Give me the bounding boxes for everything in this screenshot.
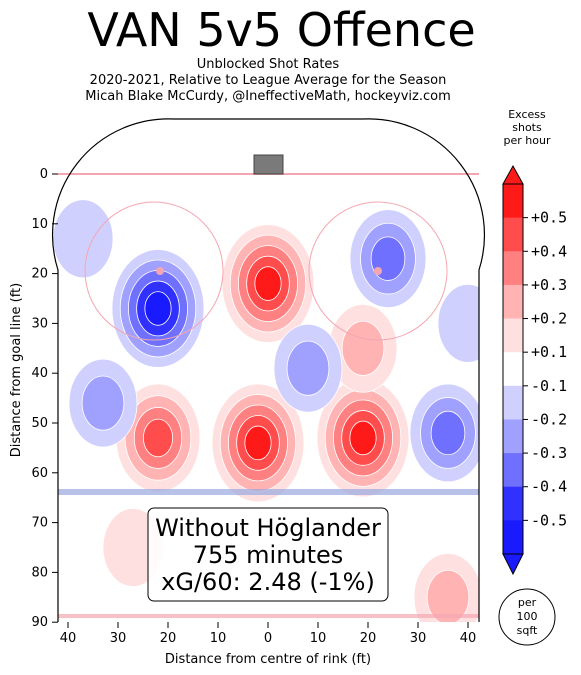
x-axis-label: Distance from centre of rink (ft) [165,652,371,667]
colorbar-tick-label: +0.4 [531,242,567,260]
colorbar-band [503,520,523,555]
x-axis: 40 30 20 10 0 10 20 30 40 [60,622,477,646]
x-tick-label: 10 [210,631,227,646]
colorbar: +0.5 +0.4 +0.3 +0.2 +0.1 -0.1 -0.2 -0.3 -0.4 -0.5 [502,164,567,576]
unit-line-3: sqft [517,624,538,637]
colorbar-tick-label: -0.5 [531,511,567,529]
cold-spot-12 [437,283,485,363]
colorbar-title-line-3: per hour [503,134,551,147]
cold-spot-11 [68,358,138,448]
y-tick-label: 70 [31,516,48,531]
y-tick-label: 40 [31,366,48,381]
y-axis-label: Distance from goal line (ft) [9,283,24,457]
hot-spot-0 [221,224,315,343]
subtitle-line-1: Unblocked Shot Rates [196,57,340,72]
cold-spot-7 [111,249,205,368]
contour-level [437,283,485,363]
colorbar-tick-label: +0.2 [531,310,567,328]
x-tick-label: 20 [160,631,177,646]
annotation-box: Without Höglander 755 minutes xG/60: 2.4… [147,507,389,602]
boards [51,118,486,622]
hot-spot-2 [316,378,410,498]
contour-level [286,340,330,396]
colorbar-band [503,419,523,454]
contour-level [142,418,174,458]
cold-spot-8 [349,209,427,309]
x-tick-label: 0 [264,631,272,646]
colorbar-band [503,318,523,353]
colorbar-tick-label: -0.4 [531,478,567,496]
colorbar-bottom-arrow [502,553,524,576]
contour-level [349,420,377,456]
contour-level [430,410,466,456]
colorbar-band [503,251,523,286]
unit-line-1: per [518,596,537,609]
x-tick-label: 30 [110,631,127,646]
blue-line [58,489,479,495]
unit-badge: per 100 sqft [498,588,556,646]
y-tick-label: 50 [31,416,48,431]
hot-spot-5 [413,552,483,622]
colorbar-band [503,184,523,219]
annotation-line-1: Without Höglander [155,514,381,542]
contour-level [244,425,272,461]
x-tick-label: 40 [460,631,477,646]
colorbar-tick-label: +0.1 [531,343,567,361]
subtitle-line-3: Micah Blake McCurdy, @IneffectiveMath, h… [85,89,451,104]
contour-level [144,291,172,326]
cold-spot-10 [273,323,343,413]
x-tick-label: 40 [60,631,77,646]
y-tick-label: 80 [31,565,48,580]
contour-level [81,375,125,431]
annotation-line-2: 755 minutes [193,541,344,569]
goal-net [253,154,284,175]
y-axis: 0 10 20 30 40 50 60 70 80 90 [31,167,58,630]
cold-spot-9 [409,383,485,483]
y-tick-label: 30 [31,316,48,331]
rink-surface [51,118,486,622]
subtitle-line-2: 2020-2021, Relative to League Average fo… [89,73,447,88]
contour-level [341,320,385,376]
colorbar-tick-label: +0.3 [531,276,567,294]
colorbar-band [503,453,523,488]
faceoff-circle-right [308,201,448,341]
hot-spot-1 [211,383,305,503]
centre-red-line [58,614,479,618]
x-tick-label: 20 [360,631,377,646]
colorbar-tick-label: -0.1 [531,377,567,395]
y-tick-label: 60 [31,466,48,481]
y-tick-label: 20 [31,267,48,282]
x-tick-label: 10 [310,631,327,646]
colorbar-top-arrow [502,164,524,185]
colorbar-tick-label: +0.5 [531,209,567,227]
annotation-line-3: xG/60: 2.48 (-1%) [161,568,375,596]
colorbar-band [503,385,523,420]
colorbar-band [503,486,523,521]
colorbar-tick-label: -0.2 [531,410,567,428]
colorbar-title-line-2: shots [512,121,542,134]
colorbar-band [503,352,523,387]
y-tick-label: 90 [31,615,48,630]
hot-spot-3 [115,383,201,493]
y-tick-label: 0 [40,167,48,182]
cold-spot-13 [52,199,114,279]
chart-title: VAN 5v5 Offence [87,3,476,57]
contour-level [52,199,114,279]
unit-line-2: 100 [517,610,538,623]
faceoff-circle-left [84,201,224,341]
faceoff-dot-right [374,267,382,275]
faceoff-dot-left [156,267,164,275]
colorbar-title-line-1: Excess [508,108,546,121]
colorbar-band [503,284,523,320]
colorbar-tick-label: -0.3 [531,444,567,462]
hot-spot-4 [328,303,398,393]
colorbar-band [503,217,523,252]
contour-level [426,569,470,622]
contour-level [254,266,282,301]
x-tick-label: 30 [410,631,427,646]
y-tick-label: 10 [31,217,48,232]
